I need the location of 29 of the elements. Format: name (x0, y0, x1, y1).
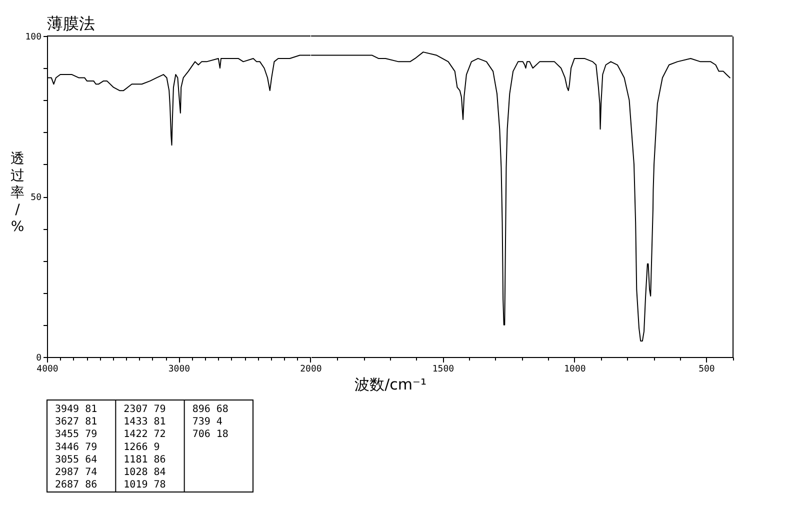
text: 1433 81 (124, 416, 166, 428)
x-tick-label: 2000 (300, 364, 322, 374)
text: 1181 86 (124, 454, 166, 466)
text: 2687 86 (55, 480, 98, 491)
text: 1422 72 (124, 429, 166, 440)
text: 739 4 (192, 416, 222, 428)
text: 706 18 (192, 429, 228, 440)
y-tick-label: 0 (36, 354, 42, 364)
text: 3949 81 (55, 404, 98, 415)
chart-title: 薄膜法 (47, 14, 95, 33)
x-tick-label: 1500 (432, 364, 454, 374)
y-tick-label: 100 (25, 32, 42, 42)
text: 3446 79 (55, 442, 98, 453)
text: 2987 74 (55, 467, 98, 478)
text: 1019 78 (124, 480, 166, 491)
text: 3455 79 (55, 429, 98, 440)
text: 3055 64 (55, 454, 98, 466)
x-tick-label: 3000 (168, 364, 190, 374)
x-axis-title: 波数/cm⁻¹ (354, 376, 426, 394)
text: 3627 81 (55, 416, 98, 428)
y-tick-label: 50 (30, 193, 42, 203)
text: 896 68 (192, 404, 228, 415)
text: 2307 79 (124, 404, 166, 415)
text: 1028 84 (124, 467, 166, 478)
text: 1266 9 (124, 442, 160, 453)
x-tick-label: 500 (698, 364, 715, 374)
x-tick-label: 4000 (36, 364, 58, 374)
y-axis-title: 透过率/% (10, 151, 24, 235)
x-tick-label: 1000 (564, 364, 586, 374)
